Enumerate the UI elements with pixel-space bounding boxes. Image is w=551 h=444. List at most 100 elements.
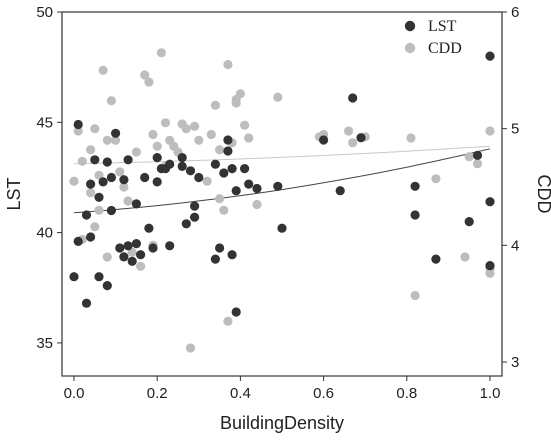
point-lst <box>144 223 154 233</box>
point-lst <box>410 210 420 220</box>
y-axis-right-title: CDD <box>534 175 551 214</box>
point-cdd <box>464 152 474 162</box>
point-lst <box>240 164 250 174</box>
point-cdd <box>235 89 245 99</box>
point-lst <box>115 243 125 253</box>
point-lst <box>119 252 129 262</box>
x-axis-title: BuildingDensity <box>220 413 344 433</box>
point-lst <box>94 272 104 282</box>
point-lst <box>227 250 237 260</box>
point-lst <box>356 133 366 143</box>
point-lst <box>231 307 241 317</box>
point-lst <box>252 183 262 194</box>
y-right-tick-label: 6 <box>511 4 519 21</box>
point-cdd <box>106 96 116 106</box>
point-cdd <box>410 290 420 301</box>
point-cdd <box>202 176 212 186</box>
point-cdd <box>156 48 166 58</box>
point-cdd <box>472 159 483 169</box>
point-cdd <box>94 170 104 180</box>
point-cdd <box>77 156 87 166</box>
fit-line-lst <box>73 148 491 214</box>
point-lst <box>231 186 241 196</box>
point-cdd <box>460 252 470 262</box>
point-lst <box>273 181 283 191</box>
point-lst <box>223 146 233 156</box>
point-lst <box>86 232 96 242</box>
point-cdd <box>160 118 171 128</box>
point-lst <box>131 199 141 209</box>
plot-frame <box>61 11 503 377</box>
y-left-tick-label: 45 <box>36 114 53 131</box>
point-cdd <box>181 124 191 134</box>
point-lst <box>194 172 204 183</box>
legend: LST CDD <box>404 18 462 57</box>
point-lst <box>123 241 133 251</box>
point-cdd <box>102 135 112 145</box>
point-lst <box>94 192 104 202</box>
point-lst <box>148 243 158 253</box>
point-cdd <box>90 222 100 232</box>
point-cdd <box>185 343 196 353</box>
point-lst <box>98 177 108 187</box>
point-lst <box>227 164 237 174</box>
point-lst <box>181 219 191 229</box>
point-lst <box>123 155 133 165</box>
data-points <box>69 48 495 353</box>
point-lst <box>90 155 100 165</box>
point-lst <box>472 150 483 160</box>
point-cdd <box>73 126 83 136</box>
point-cdd <box>223 316 233 326</box>
point-lst <box>190 201 200 211</box>
point-lst <box>348 93 358 103</box>
legend-marker-lst <box>404 20 416 32</box>
point-cdd <box>215 145 225 155</box>
point-cdd <box>348 138 358 148</box>
point-lst <box>102 157 112 167</box>
point-cdd <box>485 268 495 278</box>
legend-label-cdd: CDD <box>428 40 462 57</box>
point-lst <box>223 135 233 145</box>
point-cdd <box>123 196 133 206</box>
x-tick-label: 0.8 <box>396 385 417 402</box>
point-lst <box>111 128 121 138</box>
point-lst <box>431 254 441 264</box>
x-tick-label: 0.6 <box>313 385 334 402</box>
point-cdd <box>119 182 129 192</box>
x-tick-label: 0.4 <box>230 385 251 402</box>
y-axis-left-title: LST <box>4 177 24 210</box>
point-cdd <box>344 126 354 136</box>
point-cdd <box>131 147 141 157</box>
fit-line-cdd <box>73 145 491 165</box>
point-lst <box>165 241 175 251</box>
point-cdd <box>485 126 495 136</box>
fit-lines <box>73 145 491 214</box>
point-lst <box>485 51 495 61</box>
point-lst <box>136 250 146 260</box>
point-lst <box>102 281 112 291</box>
point-cdd <box>240 120 250 130</box>
y-left-tick-label: 40 <box>36 225 53 242</box>
point-lst <box>152 153 162 163</box>
point-lst <box>81 210 92 220</box>
point-lst <box>152 177 162 187</box>
point-cdd <box>194 135 204 145</box>
point-cdd <box>94 205 104 215</box>
point-cdd <box>148 129 158 140</box>
point-lst <box>185 166 196 176</box>
point-lst <box>177 161 187 171</box>
point-lst <box>210 159 220 169</box>
point-cdd <box>252 199 262 210</box>
x-tick-label: 0.2 <box>147 385 168 402</box>
legend-marker-cdd <box>404 42 416 54</box>
y-left-tick-label: 50 <box>36 4 53 21</box>
point-cdd <box>190 121 200 131</box>
point-cdd <box>90 124 100 134</box>
point-cdd <box>69 176 79 186</box>
legend-label-lst: LST <box>428 18 457 35</box>
point-cdd <box>219 205 229 215</box>
point-lst <box>464 217 474 227</box>
point-cdd <box>273 92 283 102</box>
point-lst <box>127 256 137 266</box>
